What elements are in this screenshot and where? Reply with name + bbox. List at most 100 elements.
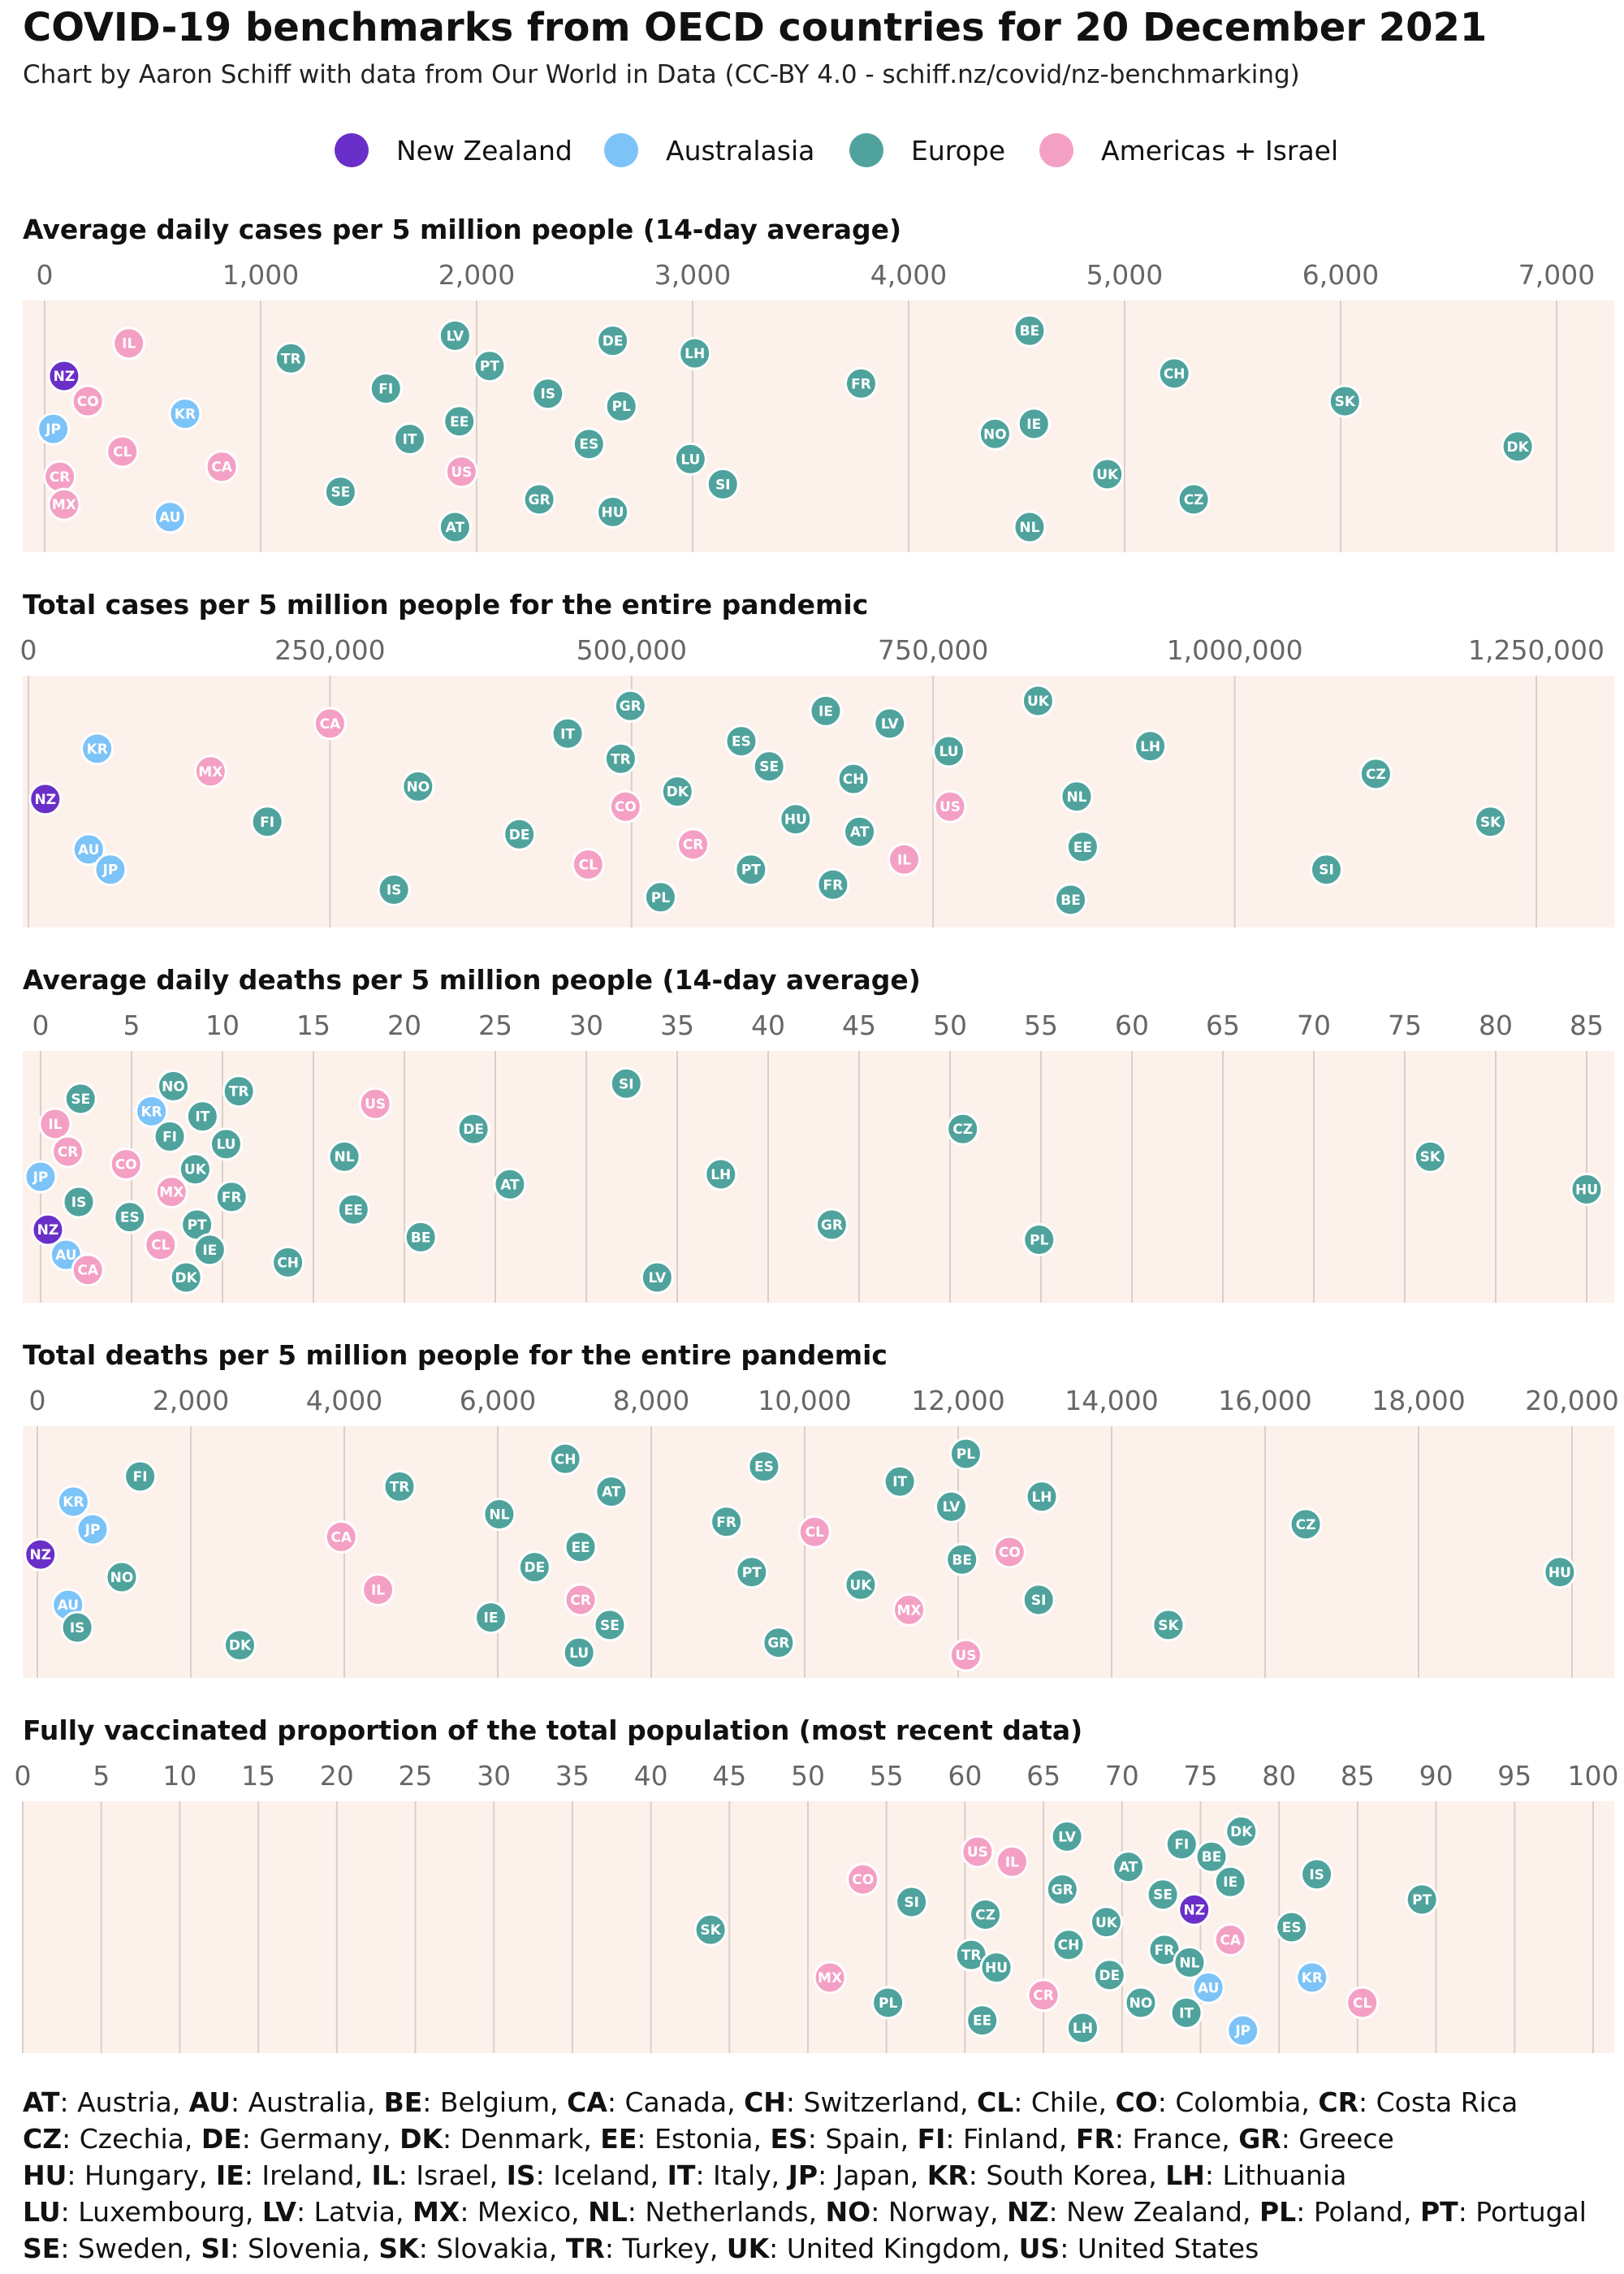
country-point-pl[interactable]: PL — [604, 389, 638, 423]
country-point-mx[interactable]: MX — [47, 487, 81, 521]
country-point-ca[interactable]: CA — [313, 707, 347, 741]
country-point-au[interactable]: AU — [153, 500, 187, 534]
country-point-co[interactable]: CO — [992, 1535, 1026, 1569]
country-point-ie[interactable]: IE — [192, 1233, 227, 1267]
country-point-uk[interactable]: UK — [1091, 457, 1125, 491]
country-point-fr[interactable]: FR — [1147, 1933, 1181, 1967]
country-point-lh[interactable]: LH — [704, 1157, 738, 1191]
country-point-ee[interactable]: EE — [443, 404, 477, 439]
country-point-be[interactable]: BE — [1054, 883, 1088, 917]
country-point-is[interactable]: IS — [377, 873, 411, 906]
country-point-kr[interactable]: KR — [135, 1094, 169, 1128]
country-point-dk[interactable]: DK — [1501, 430, 1535, 464]
country-point-no[interactable]: NO — [157, 1069, 191, 1103]
country-point-cr[interactable]: CR — [676, 828, 710, 862]
country-point-cl[interactable]: CL — [571, 848, 605, 881]
country-point-ch[interactable]: CH — [836, 762, 870, 796]
country-point-nl[interactable]: NL — [482, 1498, 516, 1531]
country-point-lv[interactable]: LV — [438, 318, 472, 352]
country-point-jp[interactable]: JP — [37, 412, 71, 446]
country-point-cz[interactable]: CZ — [1177, 482, 1211, 517]
country-point-kr[interactable]: KR — [1295, 1961, 1329, 1995]
country-point-ie[interactable]: IE — [1213, 1865, 1247, 1899]
country-point-nz[interactable]: NZ — [28, 782, 63, 816]
country-point-cz[interactable]: CZ — [969, 1898, 1003, 1931]
country-point-ie[interactable]: IE — [1017, 407, 1051, 441]
country-point-si[interactable]: SI — [706, 467, 740, 501]
country-point-uk[interactable]: UK — [1089, 1905, 1123, 1939]
country-point-de[interactable]: DE — [596, 324, 630, 358]
country-point-kr[interactable]: KR — [80, 732, 114, 766]
country-point-nl[interactable]: NL — [1173, 1945, 1207, 1979]
country-point-is[interactable]: IS — [1300, 1857, 1334, 1891]
country-point-fr[interactable]: FR — [816, 867, 850, 901]
country-point-au[interactable]: AU — [1191, 1970, 1225, 2004]
country-point-dk[interactable]: DK — [660, 775, 694, 809]
country-point-mx[interactable]: MX — [154, 1175, 188, 1209]
country-point-ee[interactable]: EE — [1065, 830, 1099, 864]
country-point-pt[interactable]: PT — [734, 853, 768, 887]
country-point-nz[interactable]: NZ — [1177, 1892, 1212, 1926]
country-point-il[interactable]: IL — [112, 326, 146, 361]
country-point-cl[interactable]: CL — [797, 1515, 831, 1549]
country-point-uk[interactable]: UK — [178, 1152, 212, 1187]
country-point-cr[interactable]: CR — [51, 1135, 85, 1169]
country-point-se[interactable]: SE — [593, 1608, 627, 1642]
country-point-at[interactable]: AT — [594, 1475, 628, 1509]
country-point-it[interactable]: IT — [185, 1100, 219, 1134]
country-point-nl[interactable]: NL — [327, 1139, 361, 1174]
country-point-sk[interactable]: SK — [1474, 805, 1508, 839]
country-point-tr[interactable]: TR — [382, 1469, 417, 1503]
country-point-fi[interactable]: FI — [153, 1119, 187, 1153]
country-point-lu[interactable]: LU — [562, 1636, 596, 1670]
country-point-tr[interactable]: TR — [274, 341, 308, 375]
country-point-se[interactable]: SE — [1146, 1878, 1180, 1912]
country-point-es[interactable]: ES — [1275, 1910, 1309, 1944]
country-point-cr[interactable]: CR — [564, 1583, 598, 1617]
country-point-no[interactable]: NO — [105, 1560, 139, 1594]
country-point-mx[interactable]: MX — [193, 754, 227, 789]
country-point-es[interactable]: ES — [747, 1450, 781, 1484]
country-point-co[interactable]: CO — [608, 789, 642, 824]
country-point-nz[interactable]: NZ — [24, 1537, 58, 1571]
country-point-us[interactable]: US — [444, 455, 478, 489]
country-point-uk[interactable]: UK — [844, 1567, 878, 1602]
country-point-tr[interactable]: TR — [954, 1938, 988, 1972]
country-point-ch[interactable]: CH — [1052, 1928, 1086, 1962]
country-point-pl[interactable]: PL — [871, 1986, 905, 2020]
country-point-lv[interactable]: LV — [934, 1489, 968, 1524]
country-point-pl[interactable]: PL — [948, 1437, 983, 1471]
country-point-tr[interactable]: TR — [222, 1074, 256, 1109]
country-point-si[interactable]: SI — [895, 1885, 929, 1919]
country-point-fr[interactable]: FR — [214, 1180, 248, 1214]
country-point-it[interactable]: IT — [1169, 1995, 1203, 2030]
country-point-sk[interactable]: SK — [1328, 384, 1362, 418]
country-point-nl[interactable]: NL — [1013, 510, 1047, 544]
country-point-dk[interactable]: DK — [1224, 1814, 1259, 1848]
country-point-it[interactable]: IT — [551, 716, 585, 750]
country-point-cl[interactable]: CL — [1345, 1986, 1380, 2020]
country-point-hu[interactable]: HU — [1543, 1555, 1577, 1589]
country-point-dk[interactable]: DK — [169, 1260, 203, 1295]
country-point-is[interactable]: IS — [531, 377, 565, 411]
country-point-at[interactable]: AT — [843, 815, 877, 849]
country-point-cl[interactable]: CL — [144, 1228, 178, 1262]
country-point-pt[interactable]: PT — [180, 1208, 214, 1242]
country-point-hu[interactable]: HU — [596, 495, 630, 529]
country-point-be[interactable]: BE — [1013, 313, 1047, 348]
country-point-jp[interactable]: JP — [76, 1512, 110, 1546]
country-point-cz[interactable]: CZ — [946, 1112, 980, 1146]
country-point-no[interactable]: NO — [978, 417, 1012, 451]
country-point-de[interactable]: DE — [456, 1112, 490, 1146]
country-point-ee[interactable]: EE — [336, 1192, 370, 1226]
country-point-nz[interactable]: NZ — [47, 359, 81, 393]
country-point-hu[interactable]: HU — [1570, 1173, 1604, 1206]
country-point-at[interactable]: AT — [1112, 1850, 1146, 1884]
country-point-us[interactable]: US — [933, 789, 967, 824]
country-point-fi[interactable]: FI — [123, 1459, 158, 1494]
country-point-ch[interactable]: CH — [548, 1442, 582, 1476]
country-point-cr[interactable]: CR — [43, 460, 77, 494]
country-point-co[interactable]: CO — [846, 1862, 880, 1896]
country-point-fi[interactable]: FI — [1164, 1827, 1199, 1861]
country-point-ca[interactable]: CA — [1213, 1923, 1247, 1956]
